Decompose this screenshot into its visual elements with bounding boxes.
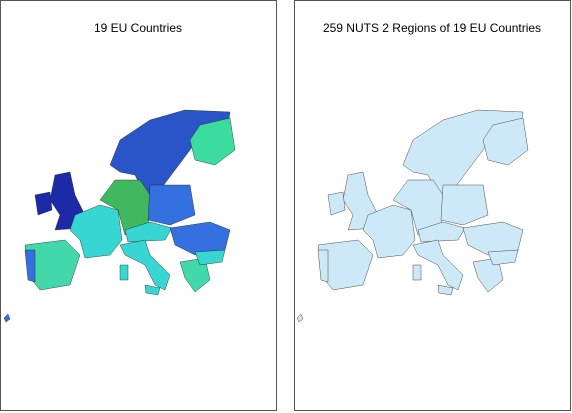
panel-title: 19 EU Countries: [94, 21, 182, 35]
panel-title: 259 NUTS 2 Regions of 19 EU Countries: [323, 21, 541, 35]
